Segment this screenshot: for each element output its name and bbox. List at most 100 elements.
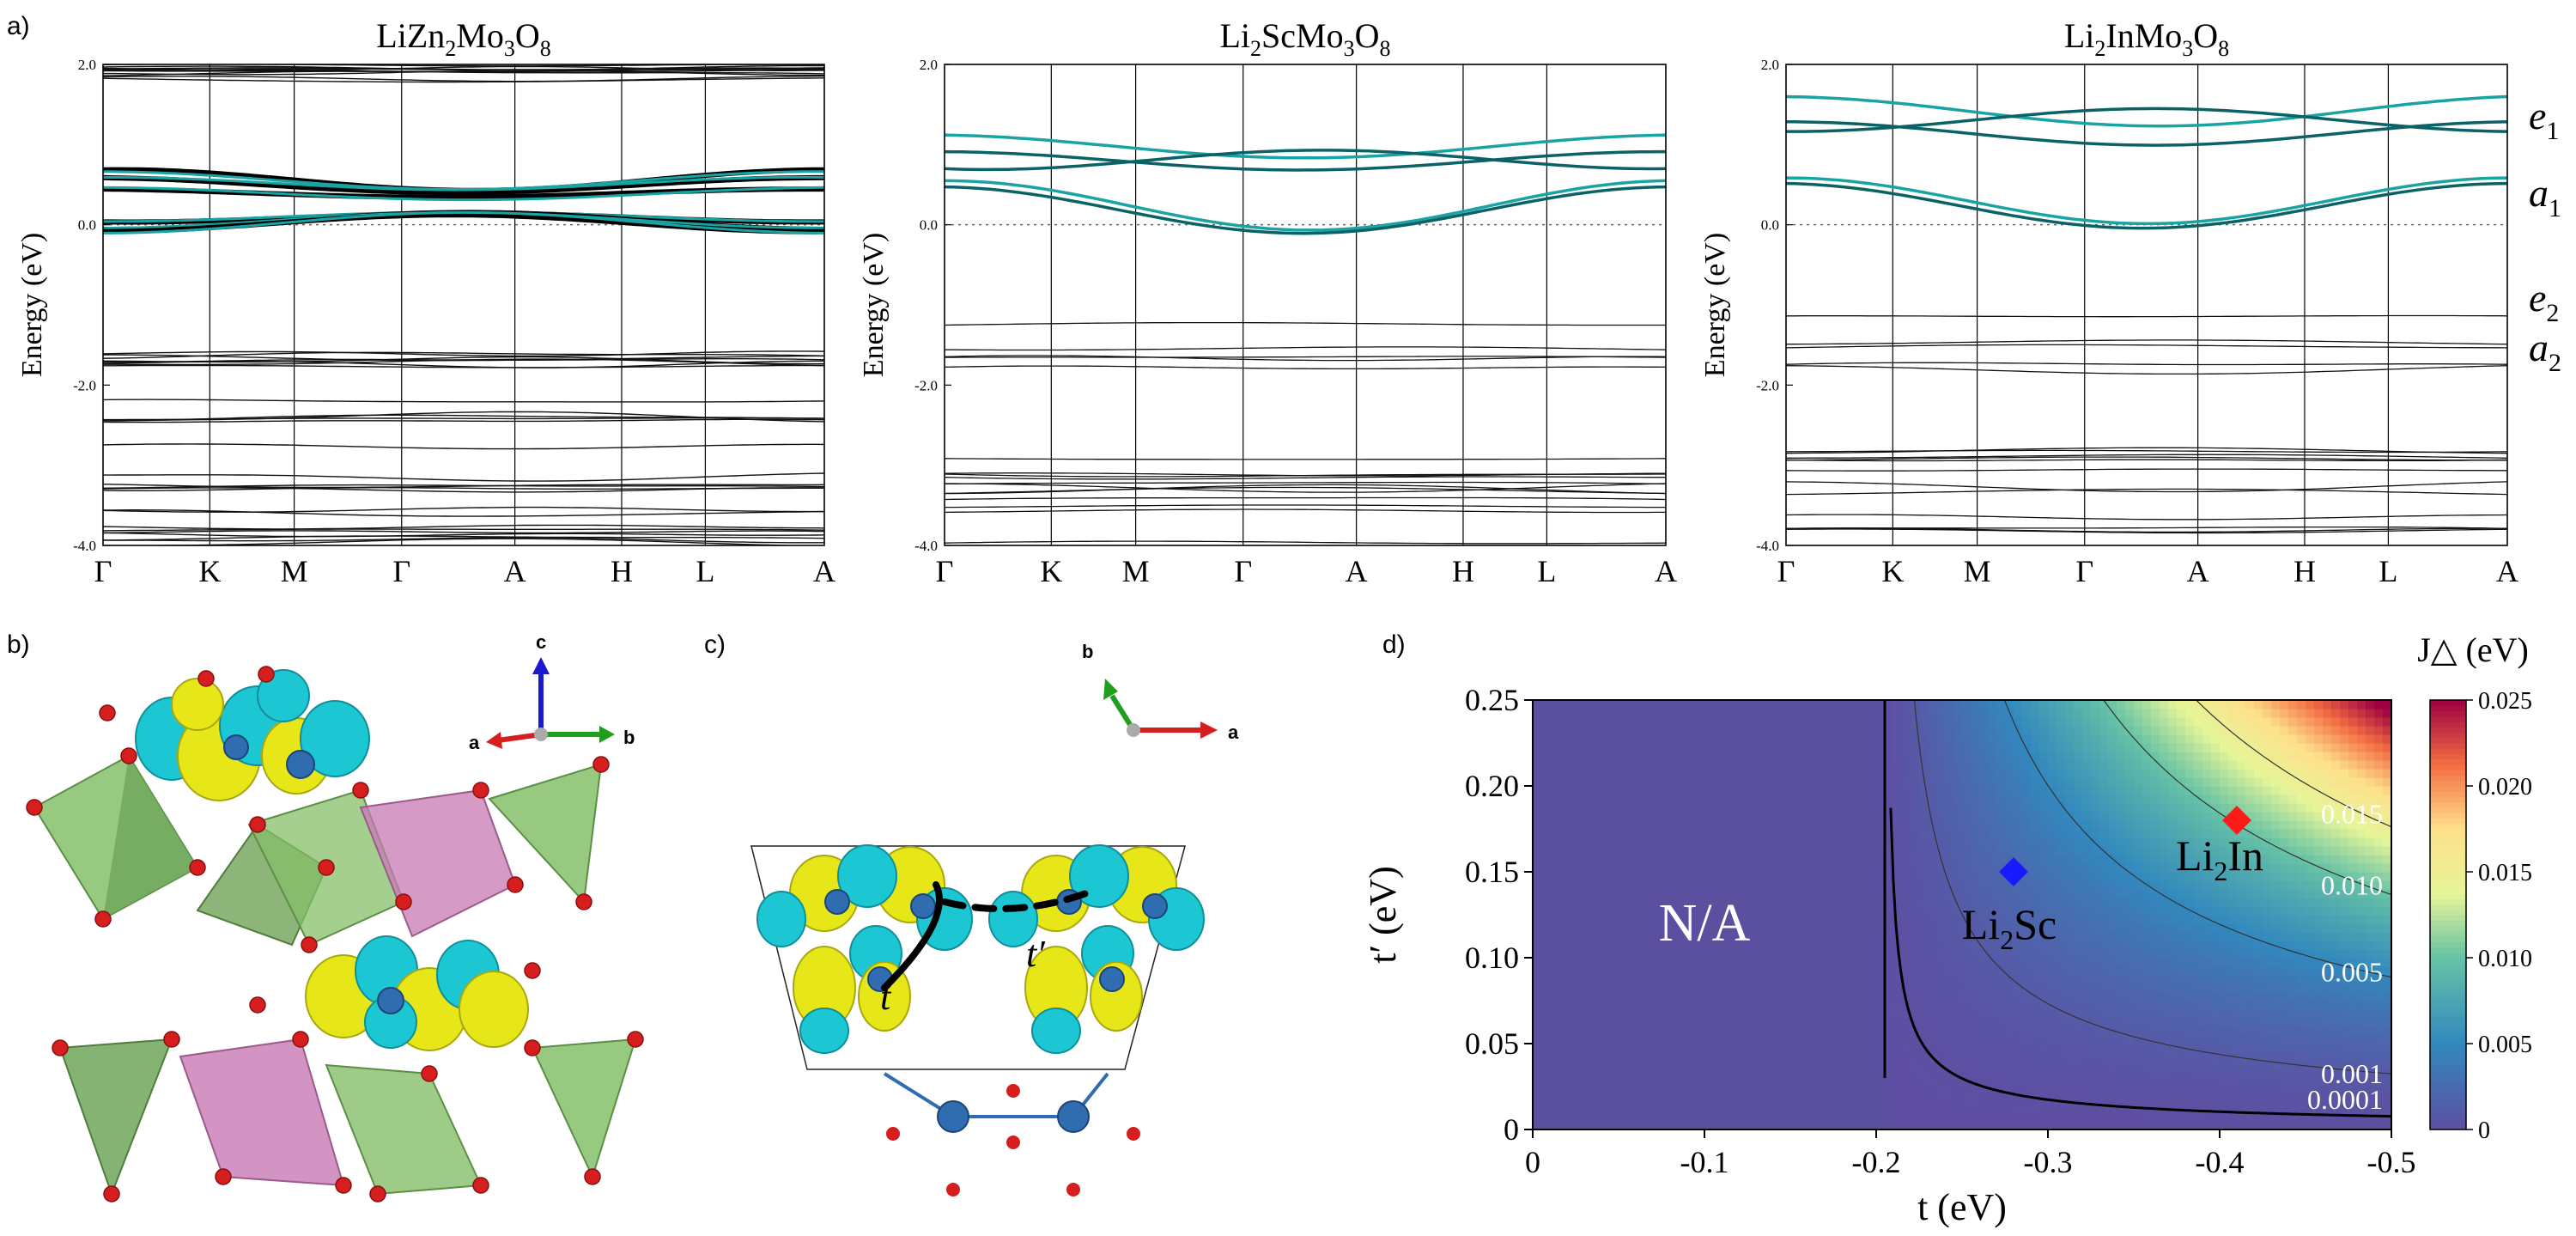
heatmap-cell bbox=[1919, 1052, 1929, 1062]
heatmap-cell bbox=[1842, 1018, 1851, 1027]
heatmap-cell bbox=[1962, 752, 1971, 761]
heatmap-cell bbox=[1816, 786, 1826, 795]
heatmap-cell bbox=[1996, 863, 2006, 873]
heatmap-cell bbox=[1833, 1121, 1843, 1129]
heatmap-cell bbox=[2160, 906, 2169, 916]
heatmap-cell bbox=[1747, 1087, 1757, 1096]
heatmap-cell bbox=[2314, 769, 2324, 778]
heatmap-cell bbox=[1730, 863, 1740, 873]
heatmap-cell bbox=[1610, 803, 1619, 813]
heatmap-cell bbox=[1739, 958, 1748, 967]
heatmap-cell bbox=[2211, 855, 2221, 864]
kpoint-label: Γ bbox=[2075, 554, 2093, 588]
heatmap-cell bbox=[2323, 983, 2332, 993]
heatmap-cell bbox=[1833, 880, 1843, 890]
heatmap-cell bbox=[1722, 966, 1731, 976]
heatmap-cell bbox=[1945, 1035, 1954, 1044]
heatmap-cell bbox=[1850, 889, 1860, 898]
heatmap-cell bbox=[1936, 932, 1946, 941]
heatmap-cell bbox=[2228, 958, 2238, 967]
heatmap-cell bbox=[1816, 889, 1826, 898]
heatmap-cell bbox=[2022, 923, 2032, 933]
heatmap-cell bbox=[1953, 1052, 1963, 1062]
heatmap-cell bbox=[1790, 863, 1800, 873]
heatmap-cell bbox=[2245, 1061, 2255, 1070]
heatmap-cell bbox=[2306, 1035, 2315, 1044]
heatmap-cell bbox=[1687, 846, 1697, 855]
heatmap-cell bbox=[1679, 1078, 1688, 1087]
kpoint-label: A bbox=[1346, 554, 1368, 588]
heatmap-cell bbox=[2220, 958, 2229, 967]
heatmap-cell bbox=[1730, 1001, 1740, 1010]
heatmap-cell bbox=[1765, 992, 1774, 1002]
heatmap-cell bbox=[2108, 1095, 2117, 1105]
heatmap-cell bbox=[1567, 1044, 1577, 1053]
heatmap-cell bbox=[1799, 1026, 1808, 1036]
heatmap-cell bbox=[1971, 734, 1980, 744]
heatmap-cell bbox=[2082, 1104, 2092, 1113]
heatmap-cell bbox=[1979, 1104, 1989, 1113]
heatmap-cell bbox=[2288, 958, 2298, 967]
heatmap-cell bbox=[1988, 906, 1997, 916]
heatmap-cell bbox=[1868, 1044, 1877, 1053]
heatmap-cell bbox=[1911, 898, 1920, 907]
heatmap-cell bbox=[2177, 872, 2186, 881]
heatmap-cell bbox=[2185, 889, 2195, 898]
heatmap-cell bbox=[2125, 855, 2135, 864]
heatmap-cell bbox=[1807, 941, 1817, 950]
heatmap-cell bbox=[2271, 863, 2281, 873]
heatmap-cell bbox=[2254, 1112, 2263, 1122]
heatmap-cell bbox=[2288, 880, 2298, 890]
heatmap-cell bbox=[2254, 958, 2263, 967]
heatmap-cell bbox=[1996, 760, 2006, 770]
heatmap-cell bbox=[1790, 1009, 1800, 1019]
heatmap-cell bbox=[1833, 752, 1843, 761]
heatmap-cell bbox=[2014, 734, 2023, 744]
heatmap-cell bbox=[1773, 975, 1783, 984]
heatmap-cell bbox=[1850, 923, 1860, 933]
heatmap-cell bbox=[2039, 734, 2049, 744]
heatmap-cell bbox=[2108, 966, 2117, 976]
heatmap-cell bbox=[2280, 906, 2289, 916]
octahedron-bottom bbox=[179, 1038, 345, 1187]
heatmap-cell bbox=[1807, 958, 1817, 967]
heatmap-cell bbox=[2014, 992, 2023, 1002]
heatmap-cell bbox=[1868, 812, 1877, 821]
heatmap-cell bbox=[1893, 700, 1903, 709]
heatmap-cell bbox=[2194, 958, 2203, 967]
heatmap-cell bbox=[2237, 709, 2246, 718]
heatmap-cell bbox=[1816, 898, 1826, 907]
heatmap-cell bbox=[1636, 829, 1645, 838]
heatmap-cell bbox=[2245, 958, 2255, 967]
heatmap-cell bbox=[1679, 906, 1688, 916]
heatmap-cell bbox=[1911, 726, 1920, 735]
heatmap-cell bbox=[1653, 966, 1662, 976]
heatmap-cell bbox=[1567, 820, 1577, 830]
heatmap-cell bbox=[2082, 863, 2092, 873]
heatmap-cell bbox=[2151, 855, 2160, 864]
heatmap-cell bbox=[2031, 1095, 2040, 1105]
heatmap-cell bbox=[2185, 992, 2195, 1002]
heatmap-cell bbox=[1919, 803, 1929, 813]
heatmap-cell bbox=[1627, 983, 1637, 993]
heatmap-cell bbox=[1747, 941, 1757, 950]
heatmap-cell bbox=[1971, 1001, 1980, 1010]
heatmap-cell bbox=[2306, 846, 2315, 855]
heatmap-cell bbox=[1704, 760, 1714, 770]
heatmap-cell bbox=[2125, 1026, 2135, 1036]
heatmap-cell bbox=[1911, 752, 1920, 761]
heatmap-cell bbox=[1730, 812, 1740, 821]
heatmap-cell bbox=[2297, 837, 2306, 847]
heatmap-cell bbox=[2177, 1009, 2186, 1019]
heatmap-cell bbox=[1782, 1052, 1791, 1062]
heatmap-cell bbox=[1644, 880, 1654, 890]
heatmap-cell bbox=[1765, 949, 1774, 959]
heatmap-cell bbox=[2151, 1009, 2160, 1019]
heatmap-cell bbox=[1782, 743, 1791, 752]
heatmap-cell bbox=[1868, 1035, 1877, 1044]
heatmap-cell bbox=[2022, 1061, 2032, 1070]
heatmap-cell bbox=[2280, 1078, 2289, 1087]
heatmap-cell bbox=[2306, 906, 2315, 916]
heatmap-cell bbox=[1696, 1052, 1705, 1062]
